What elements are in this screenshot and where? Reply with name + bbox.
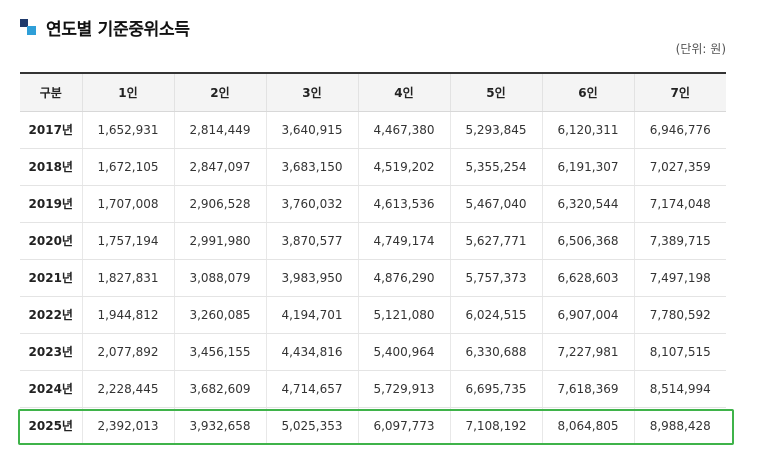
income-cell: 4,467,380 (357, 111, 450, 149)
income-cell: 4,613,536 (357, 185, 450, 223)
income-cell: 6,695,735 (449, 370, 542, 408)
year-cell: 2018년 (20, 148, 82, 186)
income-cell: 3,983,950 (265, 259, 358, 297)
income-cell: 8,064,805 (541, 407, 634, 445)
year-cell: 2021년 (20, 259, 82, 297)
year-cell: 2020년 (20, 222, 82, 260)
year-cell: 2022년 (20, 296, 82, 334)
income-cell: 6,330,688 (449, 333, 542, 371)
table-row: 2022년 1,944,812 3,260,085 4,194,701 5,121,08… (20, 296, 726, 334)
income-cell: 3,932,658 (173, 407, 266, 445)
income-cell: 5,729,913 (357, 370, 450, 408)
income-cell: 2,847,097 (173, 148, 266, 186)
income-cell: 7,618,369 (541, 370, 634, 408)
income-cell: 6,628,603 (541, 259, 634, 297)
table-row: 2019년 1,707,008 2,906,528 3,760,032 4,613,53… (20, 185, 726, 223)
income-cell: 7,227,981 (541, 333, 634, 371)
income-cell: 5,121,080 (357, 296, 450, 334)
income-cell: 5,025,353 (265, 407, 358, 445)
income-cell: 2,991,980 (173, 222, 266, 260)
year-cell: 2023년 (20, 333, 82, 371)
income-cell: 5,627,771 (449, 222, 542, 260)
income-cell: 8,988,428 (633, 407, 726, 445)
income-cell: 7,497,198 (633, 259, 726, 297)
income-cell: 5,293,845 (449, 111, 542, 149)
header-cell: 5인 (449, 73, 542, 112)
income-cell: 7,027,359 (633, 148, 726, 186)
header-cell: 1인 (81, 73, 174, 112)
income-cell: 3,088,079 (173, 259, 266, 297)
table-header-row: 구분 1인 2인 3인 4인 5인 6인 7인 (20, 73, 726, 112)
year-cell: 2024년 (20, 370, 82, 408)
header-cell: 4인 (357, 73, 450, 112)
income-cell: 6,024,515 (449, 296, 542, 334)
median-income-table: 구분 1인 2인 3인 4인 5인 6인 7인 2017년 1,652,931 2,… (20, 72, 726, 445)
income-cell: 6,946,776 (633, 111, 726, 149)
page-title: 연도별 기준중위소득 (46, 19, 190, 40)
header-cell: 2인 (173, 73, 266, 112)
income-cell: 6,320,544 (541, 185, 634, 223)
header-cell: 구분 (20, 73, 82, 112)
income-cell: 6,120,311 (541, 111, 634, 149)
income-cell: 3,456,155 (173, 333, 266, 371)
table-row: 2020년 1,757,194 2,991,980 3,870,577 4,749,17… (20, 222, 726, 260)
income-cell: 7,780,592 (633, 296, 726, 334)
table-row: 2024년 2,228,445 3,682,609 4,714,657 5,729,91… (20, 370, 726, 408)
table-row: 2021년 1,827,831 3,088,079 3,983,950 4,876,29… (20, 259, 726, 297)
header-cell: 7인 (633, 73, 726, 112)
income-cell: 3,640,915 (265, 111, 358, 149)
income-cell: 1,672,105 (81, 148, 174, 186)
income-cell: 3,870,577 (265, 222, 358, 260)
income-cell: 6,097,773 (357, 407, 450, 445)
income-cell: 5,355,254 (449, 148, 542, 186)
year-cell: 2025년 (20, 407, 82, 445)
header-cell: 6인 (541, 73, 634, 112)
income-cell: 6,191,307 (541, 148, 634, 186)
income-cell: 6,506,368 (541, 222, 634, 260)
income-cell: 8,514,994 (633, 370, 726, 408)
income-cell: 2,814,449 (173, 111, 266, 149)
income-cell: 2,392,013 (81, 407, 174, 445)
income-cell: 4,434,816 (265, 333, 358, 371)
income-cell: 2,077,892 (81, 333, 174, 371)
income-cell: 8,107,515 (633, 333, 726, 371)
income-cell: 1,707,008 (81, 185, 174, 223)
income-cell: 2,228,445 (81, 370, 174, 408)
table-row: 2017년 1,652,931 2,814,449 3,640,915 4,467,38… (20, 111, 726, 149)
table-row: 2018년 1,672,105 2,847,097 3,683,150 4,519,20… (20, 148, 726, 186)
income-cell: 3,683,150 (265, 148, 358, 186)
income-cell: 3,260,085 (173, 296, 266, 334)
income-cell: 4,714,657 (265, 370, 358, 408)
income-cell: 1,652,931 (81, 111, 174, 149)
income-cell: 4,194,701 (265, 296, 358, 334)
year-cell: 2019년 (20, 185, 82, 223)
income-cell: 7,174,048 (633, 185, 726, 223)
section-heading: 연도별 기준중위소득 (20, 14, 190, 40)
income-cell: 4,749,174 (357, 222, 450, 260)
income-cell: 7,389,715 (633, 222, 726, 260)
income-cell: 2,906,528 (173, 185, 266, 223)
table-row: 2025년 2,392,013 3,932,658 5,025,353 6,097,77… (20, 407, 726, 445)
income-cell: 7,108,192 (449, 407, 542, 445)
header-cell: 3인 (265, 73, 358, 112)
unit-note: (단위: 원) (675, 42, 726, 56)
table-body: 2017년 1,652,931 2,814,449 3,640,915 4,467,38… (20, 111, 726, 445)
year-cell: 2017년 (20, 111, 82, 149)
income-cell: 5,467,040 (449, 185, 542, 223)
income-cell: 1,757,194 (81, 222, 174, 260)
income-cell: 1,827,831 (81, 259, 174, 297)
income-cell: 3,760,032 (265, 185, 358, 223)
income-cell: 4,519,202 (357, 148, 450, 186)
income-cell: 5,757,373 (449, 259, 542, 297)
income-cell: 1,944,812 (81, 296, 174, 334)
heading-bullet-icon (20, 19, 36, 35)
income-cell: 6,907,004 (541, 296, 634, 334)
income-cell: 5,400,964 (357, 333, 450, 371)
income-cell: 4,876,290 (357, 259, 450, 297)
income-cell: 3,682,609 (173, 370, 266, 408)
table-row: 2023년 2,077,892 3,456,155 4,434,816 5,400,96… (20, 333, 726, 371)
